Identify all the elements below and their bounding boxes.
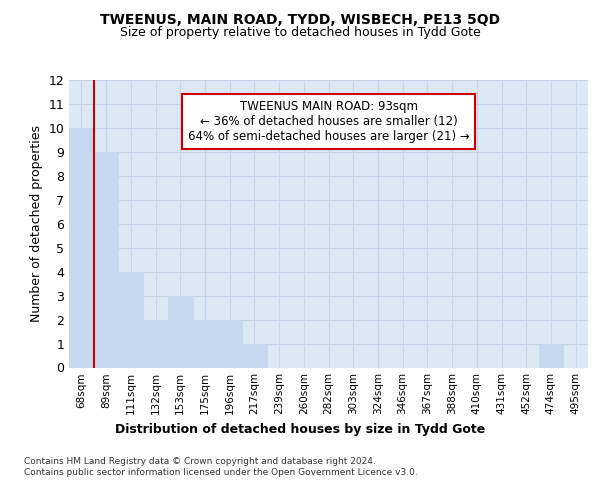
- Bar: [217, 320, 242, 368]
- Bar: [193, 320, 217, 368]
- Bar: [69, 128, 94, 368]
- Y-axis label: Number of detached properties: Number of detached properties: [30, 125, 43, 322]
- Text: Distribution of detached houses by size in Tydd Gote: Distribution of detached houses by size …: [115, 422, 485, 436]
- Bar: [94, 152, 118, 368]
- Bar: [143, 320, 168, 368]
- Text: TWEENUS, MAIN ROAD, TYDD, WISBECH, PE13 5QD: TWEENUS, MAIN ROAD, TYDD, WISBECH, PE13 …: [100, 12, 500, 26]
- Bar: [168, 296, 193, 368]
- Text: TWEENUS MAIN ROAD: 93sqm
← 36% of detached houses are smaller (12)
64% of semi-d: TWEENUS MAIN ROAD: 93sqm ← 36% of detach…: [188, 100, 469, 143]
- Bar: [118, 272, 143, 368]
- Bar: [242, 344, 267, 367]
- Text: Size of property relative to detached houses in Tydd Gote: Size of property relative to detached ho…: [119, 26, 481, 39]
- Text: Contains HM Land Registry data © Crown copyright and database right 2024.
Contai: Contains HM Land Registry data © Crown c…: [24, 458, 418, 477]
- Bar: [539, 344, 563, 367]
